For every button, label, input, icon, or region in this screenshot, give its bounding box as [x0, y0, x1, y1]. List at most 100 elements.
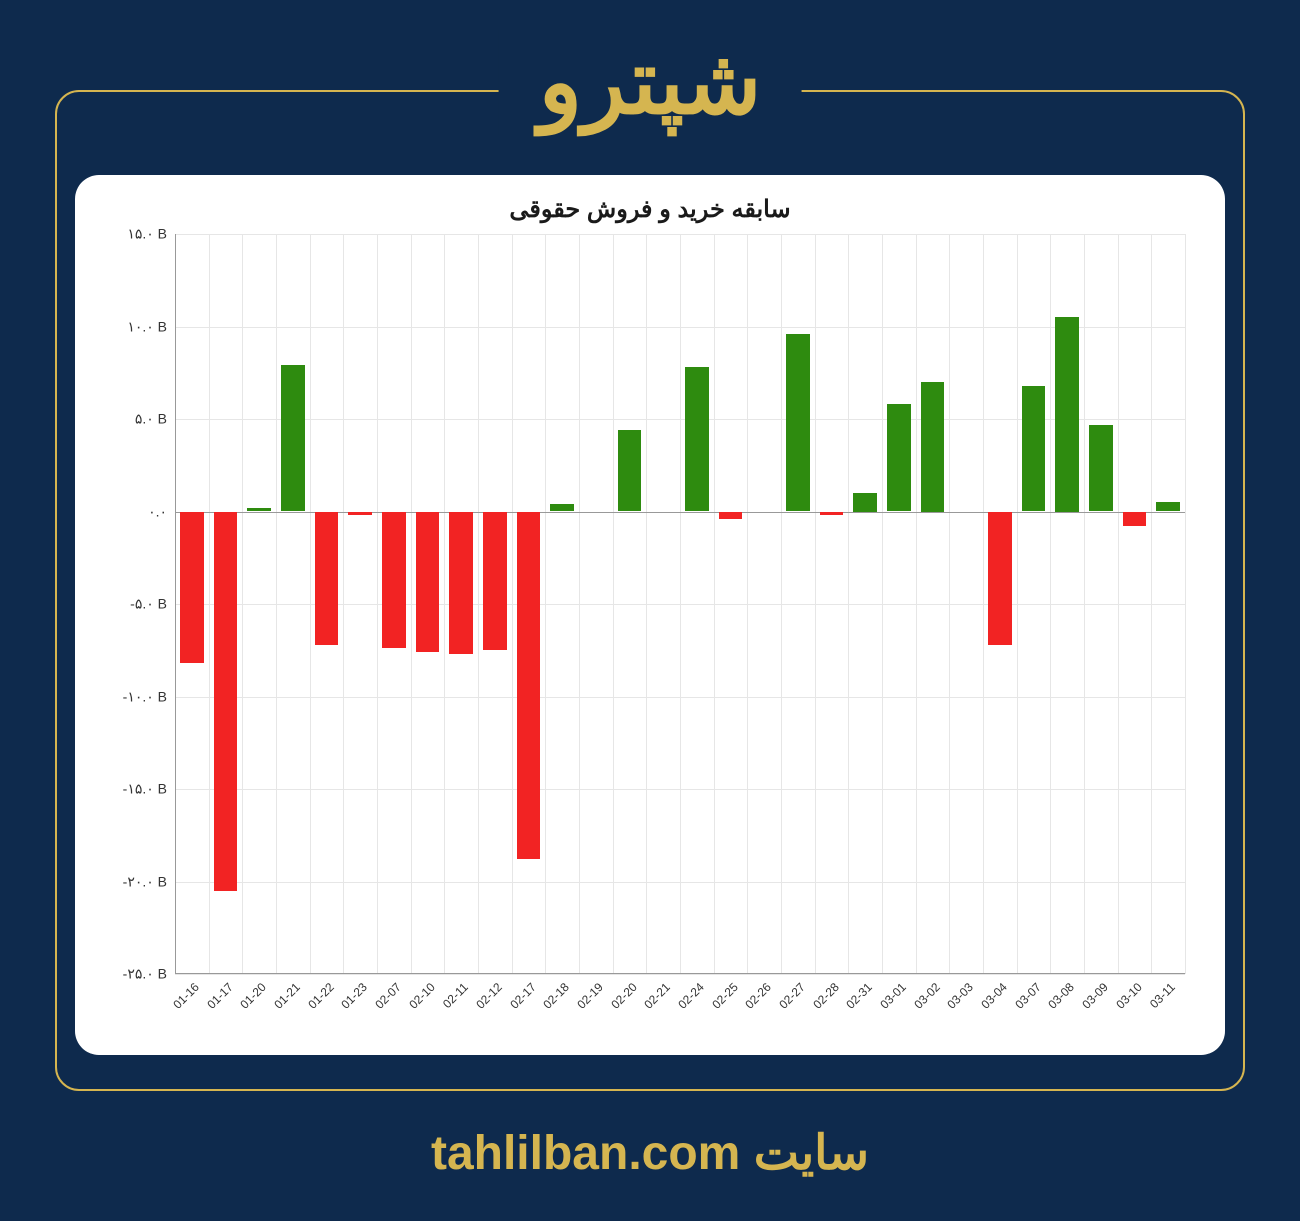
grid-line-h — [175, 974, 1185, 975]
grid-line-v — [1118, 234, 1119, 974]
x-tick-label: 02-21 — [641, 980, 673, 1012]
x-tick-label: 02-10 — [406, 980, 438, 1012]
grid-line-v — [1185, 234, 1186, 974]
grid-line-v — [747, 234, 748, 974]
grid-line-v — [276, 234, 277, 974]
grid-line-v — [1050, 234, 1051, 974]
x-tick-label: 02-27 — [776, 980, 808, 1012]
grid-line-v — [882, 234, 883, 974]
chart-area: -۲۵.۰ B-۲۰.۰ B-۱۵.۰ B-۱۰.۰ B-۵.۰ B۰.۰۵.۰… — [105, 234, 1195, 1014]
bar — [483, 512, 507, 651]
grid-line-v — [781, 234, 782, 974]
bar — [1022, 386, 1046, 512]
grid-line-v — [949, 234, 950, 974]
grid-line-v — [613, 234, 614, 974]
bar — [988, 512, 1012, 645]
grid-line-v — [680, 234, 681, 974]
plot-region: -۲۵.۰ B-۲۰.۰ B-۱۵.۰ B-۱۰.۰ B-۵.۰ B۰.۰۵.۰… — [175, 234, 1185, 974]
bar — [887, 404, 911, 511]
x-tick-label: 02-07 — [372, 980, 404, 1012]
y-tick-label: ۰.۰ — [148, 503, 167, 520]
axis-left — [175, 234, 176, 974]
grid-line-v — [242, 234, 243, 974]
grid-line-v — [916, 234, 917, 974]
x-tick-label: 02-12 — [473, 980, 505, 1012]
x-tick-label: 02-26 — [742, 980, 774, 1012]
x-tick-label: 02-20 — [608, 980, 640, 1012]
x-tick-label: 03-07 — [1012, 980, 1044, 1012]
x-tick-label: 03-04 — [978, 980, 1010, 1012]
bar — [719, 512, 743, 519]
bar — [853, 493, 877, 512]
bar — [382, 512, 406, 649]
bar — [247, 508, 271, 512]
bar — [1089, 425, 1113, 512]
bar — [786, 334, 810, 512]
x-tick-label: 03-03 — [944, 980, 976, 1012]
footer-site: سایت tahlilban.com — [431, 1125, 869, 1181]
grid-line-v — [983, 234, 984, 974]
x-tick-label: 03-08 — [1045, 980, 1077, 1012]
bar — [1123, 512, 1147, 527]
x-tick-label: 02-17 — [507, 980, 539, 1012]
x-tick-label: 02-28 — [810, 980, 842, 1012]
grid-line-v — [1151, 234, 1152, 974]
x-tick-label: 02-31 — [843, 980, 875, 1012]
x-tick-label: 02-18 — [540, 980, 572, 1012]
grid-line-v — [411, 234, 412, 974]
grid-line-v — [444, 234, 445, 974]
x-tick-label: 01-17 — [204, 980, 236, 1012]
x-tick-label: 03-11 — [1147, 980, 1178, 1011]
bar — [180, 512, 204, 664]
x-tick-label: 02-19 — [574, 980, 606, 1012]
bar — [214, 512, 238, 891]
grid-line-v — [545, 234, 546, 974]
bar — [348, 512, 372, 516]
grid-line-v — [646, 234, 647, 974]
y-tick-label: -۲۵.۰ B — [123, 966, 167, 983]
bar — [921, 382, 945, 512]
x-tick-label: 01-21 — [271, 980, 303, 1012]
y-tick-label: -۵.۰ B — [130, 596, 167, 613]
grid-line-v — [512, 234, 513, 974]
x-tick-label: 01-16 — [170, 980, 202, 1012]
x-tick-label: 01-20 — [237, 980, 269, 1012]
grid-line-v — [1084, 234, 1085, 974]
chart-title: سابقه خرید و فروش حقوقی — [105, 195, 1195, 224]
grid-line-v — [815, 234, 816, 974]
grid-line-v — [377, 234, 378, 974]
x-tick-label: 02-24 — [675, 980, 707, 1012]
y-tick-label: ۱۰.۰ B — [127, 318, 167, 335]
bar — [517, 512, 541, 860]
footer-site-url: tahlilban.com — [431, 1127, 740, 1180]
grid-line-v — [1017, 234, 1018, 974]
footer-site-label: سایت — [754, 1127, 869, 1180]
axis-bottom — [175, 973, 1185, 974]
bar — [315, 512, 339, 645]
grid-line-v — [848, 234, 849, 974]
bar — [449, 512, 473, 654]
bar — [685, 367, 709, 511]
grid-line-v — [209, 234, 210, 974]
y-tick-label: -۱۰.۰ B — [123, 688, 167, 705]
bar — [820, 512, 844, 516]
bar — [416, 512, 440, 653]
grid-line-v — [310, 234, 311, 974]
bar — [281, 365, 305, 511]
bar — [1055, 317, 1079, 511]
x-tick-label: 01-23 — [338, 980, 370, 1012]
y-tick-label: -۲۰.۰ B — [123, 873, 167, 890]
grid-line-v — [714, 234, 715, 974]
x-tick-label: 03-02 — [911, 980, 943, 1012]
grid-line-v — [478, 234, 479, 974]
grid-line-v — [343, 234, 344, 974]
bar — [1156, 502, 1180, 511]
page-title: شپترو — [499, 30, 802, 135]
x-tick-label: 02-25 — [709, 980, 741, 1012]
x-tick-label: 01-22 — [305, 980, 337, 1012]
x-tick-label: 02-11 — [440, 980, 471, 1011]
grid-line-v — [579, 234, 580, 974]
chart-panel: سابقه خرید و فروش حقوقی -۲۵.۰ B-۲۰.۰ B-۱… — [75, 175, 1225, 1055]
y-tick-label: ۱۵.۰ B — [127, 226, 167, 243]
x-tick-label: 03-01 — [877, 980, 909, 1012]
